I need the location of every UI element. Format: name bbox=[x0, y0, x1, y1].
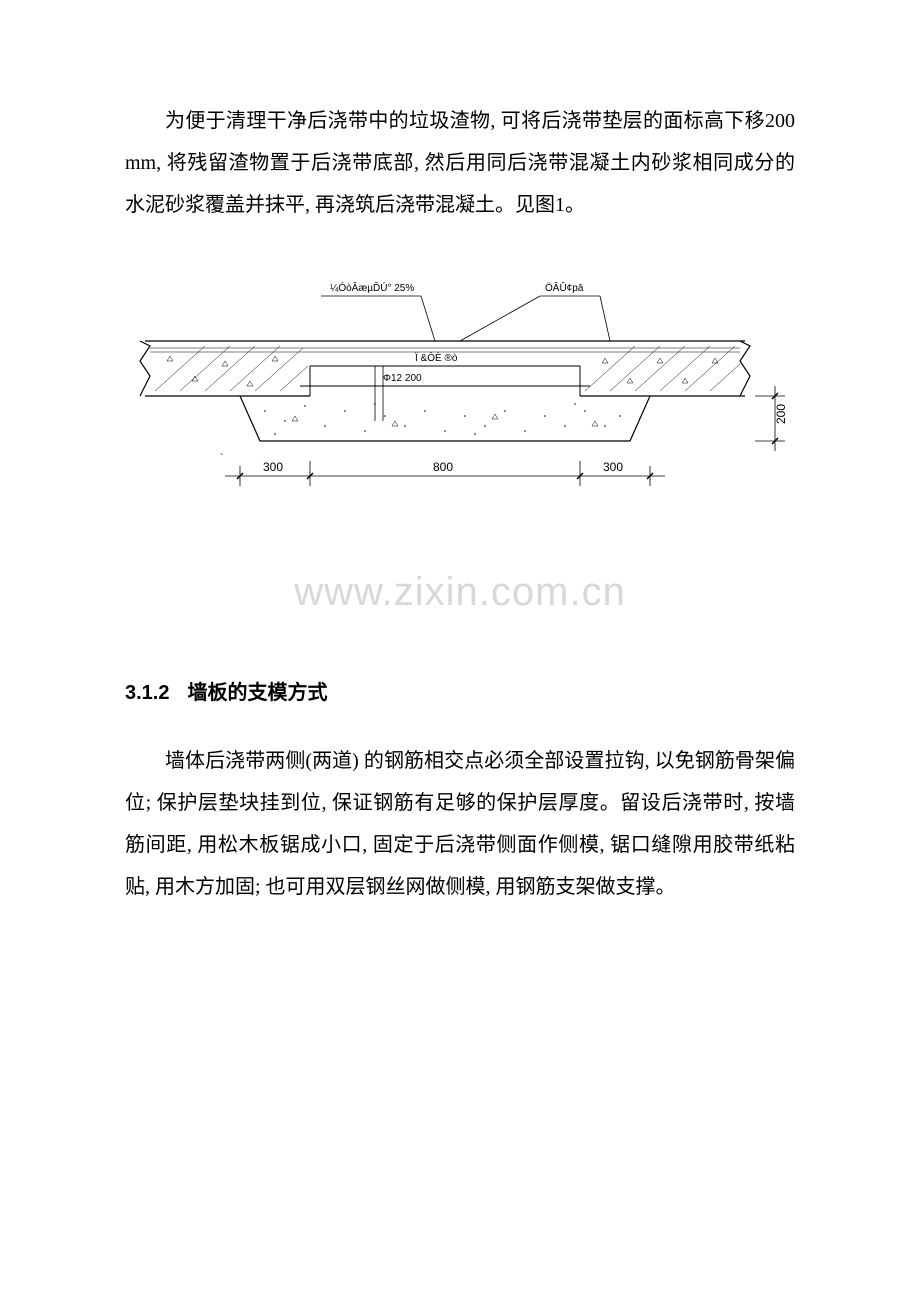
paragraph-2: 墙体后浇带两侧(两道) 的钢筋相交点必须全部设置拉钩, 以免钢筋骨架偏位; 保护… bbox=[125, 740, 795, 908]
diagram-label-3: Ï &ÒÈ ®ò bbox=[415, 351, 458, 364]
paragraph-1: 为便于清理干净后浇带中的垃圾渣物, 可将后浇带垫层的面标高下移200 mm, 将… bbox=[125, 100, 795, 226]
heading-number: 3.1.2 bbox=[125, 682, 169, 704]
watermark: www.zixin.com.cn bbox=[0, 570, 920, 615]
diagram-label-1: ¼ÓòÂæµĎÚ° 25% bbox=[330, 281, 414, 294]
svg-text:`: ` bbox=[220, 452, 223, 464]
section-heading: 3.1.2 墙板的支模方式 bbox=[125, 676, 795, 705]
dim-left: 300 bbox=[263, 460, 283, 474]
diagram-label-2: ÖÂÛ¢pā bbox=[545, 281, 584, 294]
section-diagram: ¼ÓòÂæµĎÚ° 25% ÖÂÛ¢pā bbox=[125, 266, 795, 556]
heading-text: 墙板的支模方式 bbox=[187, 682, 327, 704]
dim-height: 200 bbox=[774, 404, 788, 424]
dim-center: 800 bbox=[433, 460, 453, 474]
diagram-label-4: Φ12 200 bbox=[383, 373, 422, 384]
dim-right: 300 bbox=[603, 460, 623, 474]
